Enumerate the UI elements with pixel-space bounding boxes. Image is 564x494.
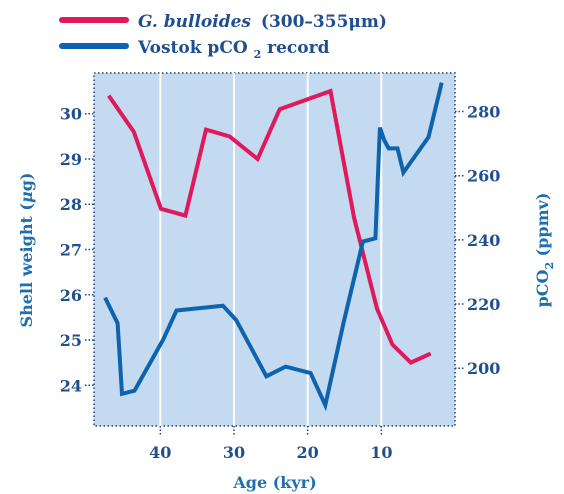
- y-left-axis: 24 25 26 27 28 29 30: [60, 105, 94, 395]
- y-right-tick-label-200: 200: [467, 359, 500, 378]
- y-left-tick-label-30: 30: [60, 105, 82, 124]
- y-right-axis-title: pCO2 (ppmv): [533, 193, 556, 308]
- y-left-tick-label-28: 28: [60, 195, 82, 214]
- series-layer: [103, 82, 444, 412]
- y-left-tick-label-25: 25: [60, 331, 82, 350]
- legend-co2-suffix: record: [267, 38, 329, 58]
- y-right-title-prefix: pCO: [533, 269, 552, 307]
- y-left-title-end: g): [17, 173, 36, 192]
- y-left-axis-title: Shell weight (μg): [17, 173, 36, 328]
- y-left-title-mu: μ: [17, 191, 36, 203]
- legend-co2-sub: 2: [254, 48, 262, 61]
- x-tick-label-20: 20: [297, 443, 319, 462]
- legend-shell-species: G. bulloides: [138, 12, 251, 32]
- y-left-tick-label-26: 26: [60, 286, 82, 305]
- legend-shell-size: (300–355μm): [261, 12, 387, 32]
- y-right-title-suffix: (ppmv): [533, 193, 552, 262]
- y-left-title-main: Shell weight (: [17, 203, 36, 327]
- plot-frame: [93, 72, 456, 427]
- x-axis: 40 30 20 10: [149, 426, 392, 462]
- legend-co2-prefix: Vostok pCO: [137, 38, 248, 58]
- y-right-title-sub: 2: [543, 262, 556, 270]
- series-shell-weight-line: [107, 88, 432, 365]
- series-co2-line: [103, 82, 444, 412]
- x-axis-title: Age (kyr): [232, 473, 316, 492]
- x-tick-label-40: 40: [149, 443, 171, 462]
- legend-co2-label: Vostok pCO 2 record: [137, 38, 330, 63]
- y-right-tick-label-260: 260: [467, 167, 500, 186]
- plot-background: [94, 73, 455, 426]
- y-right-tick-label-280: 280: [467, 103, 500, 122]
- x-tick-label-30: 30: [223, 443, 245, 462]
- y-right-tick-label-220: 220: [467, 295, 500, 314]
- legend-shell-label: G. bulloides (300–355μm): [138, 12, 387, 32]
- y-left-tick-label-27: 27: [60, 241, 82, 260]
- y-left-tick-label-24: 24: [60, 376, 82, 395]
- y-right-axis: 200 220 240 260 280: [455, 103, 500, 378]
- y-right-tick-label-240: 240: [467, 231, 500, 250]
- y-left-tick-label-29: 29: [60, 150, 82, 169]
- legend: G. bulloides (300–355μm) Vostok pCO 2 re…: [59, 12, 387, 63]
- x-tick-label-10: 10: [370, 443, 392, 462]
